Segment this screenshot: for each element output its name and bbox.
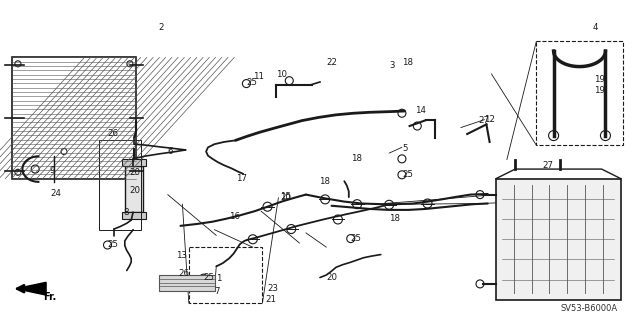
Circle shape [398, 109, 406, 117]
Text: 18: 18 [389, 214, 400, 223]
Circle shape [423, 199, 432, 208]
Text: 26: 26 [178, 269, 189, 278]
Text: 25: 25 [246, 78, 257, 87]
Text: 25: 25 [402, 170, 413, 179]
Text: 19: 19 [594, 86, 605, 95]
Text: 16: 16 [229, 212, 240, 221]
Text: 11: 11 [253, 72, 264, 81]
Circle shape [413, 122, 421, 130]
Circle shape [476, 280, 484, 288]
Text: 23: 23 [268, 284, 278, 293]
Text: 24: 24 [50, 189, 61, 198]
Text: 18: 18 [351, 154, 362, 163]
Circle shape [398, 155, 406, 163]
Circle shape [15, 169, 21, 175]
Circle shape [263, 202, 272, 211]
Circle shape [476, 190, 484, 199]
Circle shape [200, 274, 207, 282]
Text: 25: 25 [108, 240, 118, 249]
Text: 10: 10 [276, 70, 287, 79]
Circle shape [248, 235, 257, 244]
Text: 21: 21 [266, 295, 276, 304]
Circle shape [15, 61, 21, 67]
Text: 2: 2 [159, 23, 164, 32]
Circle shape [31, 165, 39, 173]
Bar [125, 166, 143, 212]
Text: 25: 25 [204, 273, 214, 282]
Circle shape [385, 200, 394, 209]
Text: 19: 19 [594, 75, 605, 84]
Polygon shape [16, 282, 46, 295]
Text: SV53-B6000A: SV53-B6000A [561, 304, 618, 313]
Text: 9: 9 [50, 166, 55, 175]
Bar [122, 159, 146, 166]
Bar [159, 275, 215, 291]
Circle shape [243, 79, 250, 88]
Text: 22: 22 [326, 58, 337, 67]
Circle shape [600, 130, 611, 141]
Circle shape [127, 169, 133, 175]
Text: 7: 7 [214, 287, 220, 296]
Text: 27: 27 [479, 116, 490, 125]
Text: 14: 14 [415, 106, 426, 115]
Circle shape [548, 130, 559, 141]
Text: 3: 3 [389, 61, 395, 70]
Text: 20: 20 [326, 273, 337, 282]
Circle shape [104, 241, 111, 249]
Circle shape [353, 200, 362, 209]
Circle shape [285, 77, 293, 85]
Circle shape [333, 215, 342, 224]
Text: 5: 5 [402, 144, 408, 153]
Circle shape [321, 195, 330, 204]
Text: 6: 6 [168, 147, 173, 156]
Text: 26: 26 [108, 129, 118, 138]
Bar [189, 247, 262, 303]
Bar [496, 179, 621, 300]
Bar [122, 212, 146, 219]
Text: 4: 4 [593, 23, 598, 32]
Bar [99, 140, 141, 230]
Text: 18: 18 [402, 58, 413, 67]
Text: 8: 8 [124, 208, 129, 217]
Text: 25: 25 [351, 234, 362, 243]
Bar [12, 57, 136, 179]
Circle shape [287, 225, 296, 234]
Text: Fr.: Fr. [44, 292, 57, 302]
Text: 20: 20 [280, 193, 291, 202]
Text: 20: 20 [129, 168, 140, 177]
Text: 13: 13 [176, 251, 187, 260]
Text: 15: 15 [280, 192, 291, 201]
Text: 17: 17 [236, 174, 246, 183]
Text: 18: 18 [319, 177, 330, 186]
Circle shape [61, 149, 67, 154]
Circle shape [127, 61, 133, 67]
Text: 20: 20 [129, 186, 140, 195]
Text: 1: 1 [216, 274, 222, 283]
Text: 27: 27 [543, 161, 554, 170]
Text: 12: 12 [484, 115, 495, 124]
Circle shape [347, 234, 355, 243]
Circle shape [398, 171, 406, 179]
Bar [536, 41, 623, 145]
